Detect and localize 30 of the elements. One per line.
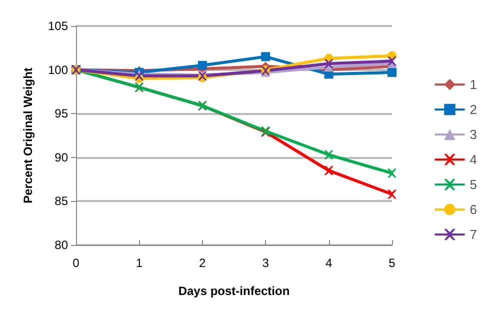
y-tick-label: 85 (54, 194, 68, 208)
x-tick-label: 5 (388, 256, 396, 270)
x-tick-label: 0 (72, 256, 80, 270)
legend-label: 4 (470, 152, 478, 167)
point (388, 56, 396, 66)
point (261, 52, 270, 62)
y-tick-label: 100 (48, 62, 68, 77)
y-tick-label: 95 (54, 106, 68, 121)
point (324, 59, 334, 68)
x-axis-title: Days post-infection (178, 284, 290, 298)
legend-label: 7 (470, 227, 478, 242)
point (388, 190, 396, 199)
legend-label: 5 (470, 177, 478, 192)
point (324, 150, 334, 160)
x-tick-label: 3 (262, 256, 270, 270)
point (324, 166, 334, 176)
point (388, 68, 396, 77)
x-tick-label: 4 (325, 256, 332, 270)
point (198, 60, 207, 70)
x-tick-label: 2 (199, 256, 206, 270)
legend-label: 2 (470, 102, 478, 117)
legend-label: 1 (470, 77, 478, 92)
point (388, 168, 396, 178)
legend-label: 6 (470, 202, 478, 217)
y-tick-label: 105 (48, 19, 68, 33)
legend-label: 3 (470, 127, 478, 142)
y-tick-label: 90 (54, 150, 68, 164)
x-tick-label: 1 (136, 256, 143, 270)
y-axis-title: Percent Original Weight (21, 68, 35, 204)
y-tick-label: 80 (54, 238, 68, 252)
